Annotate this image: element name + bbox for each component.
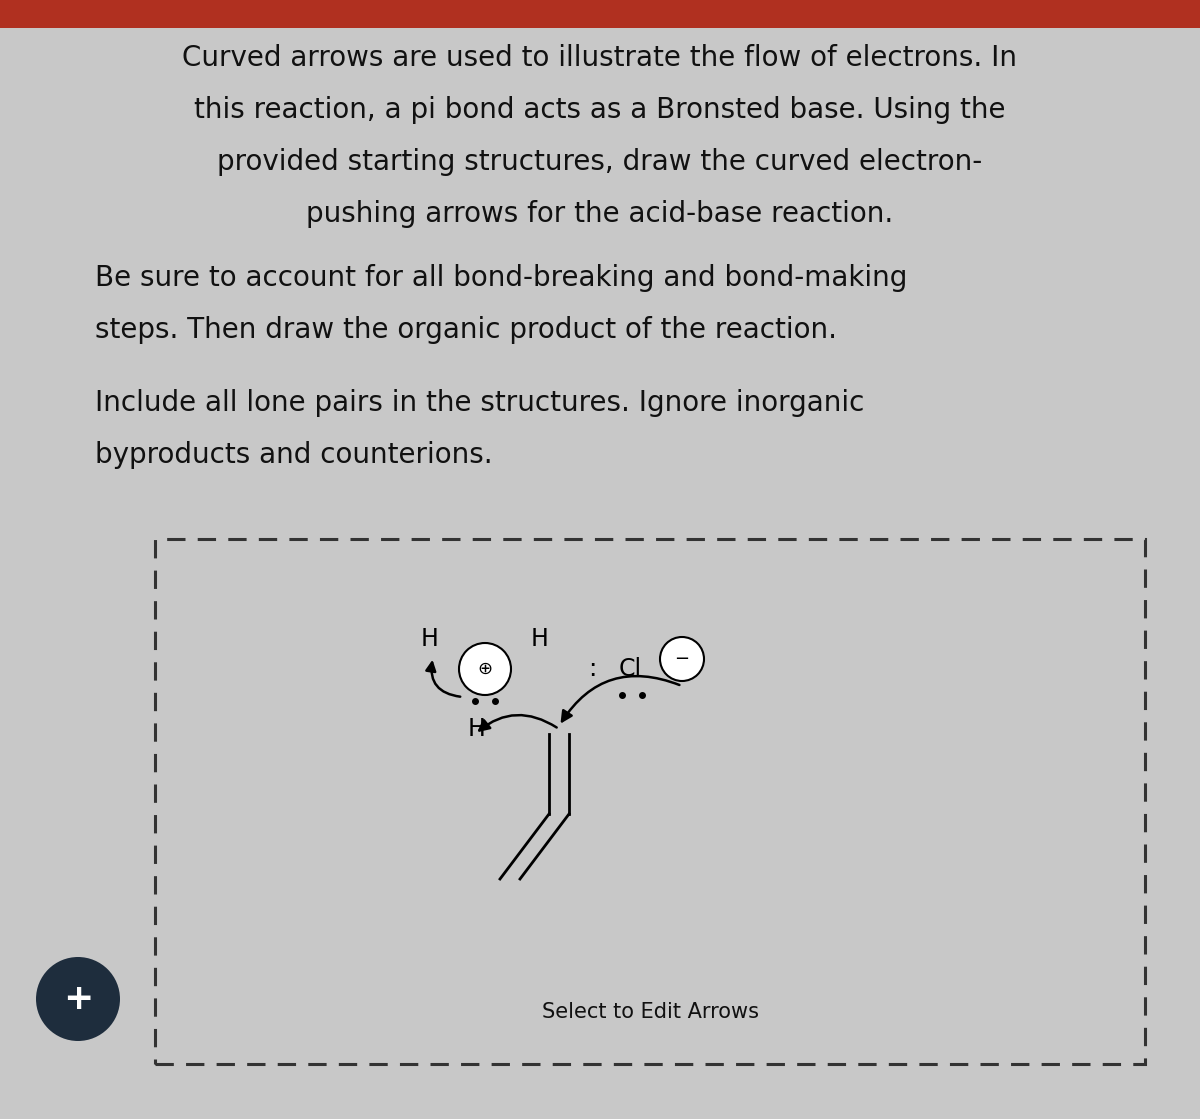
Bar bbox=[0, 0, 1200, 28]
Text: Cl: Cl bbox=[618, 657, 642, 681]
Bar bbox=[155, 539, 1145, 1064]
Text: Select to Edit Arrows: Select to Edit Arrows bbox=[541, 1002, 758, 1022]
Text: H: H bbox=[421, 627, 439, 651]
FancyArrowPatch shape bbox=[426, 662, 461, 697]
Text: ⊕: ⊕ bbox=[478, 660, 492, 678]
FancyArrowPatch shape bbox=[479, 715, 557, 731]
Text: provided starting structures, draw the curved electron-: provided starting structures, draw the c… bbox=[217, 148, 983, 176]
FancyArrowPatch shape bbox=[562, 676, 679, 722]
Text: byproducts and counterions.: byproducts and counterions. bbox=[95, 441, 493, 469]
Text: Include all lone pairs in the structures. Ignore inorganic: Include all lone pairs in the structures… bbox=[95, 389, 864, 417]
Text: H: H bbox=[532, 627, 548, 651]
Text: Be sure to account for all bond-breaking and bond-making: Be sure to account for all bond-breaking… bbox=[95, 264, 907, 292]
Text: pushing arrows for the acid-base reaction.: pushing arrows for the acid-base reactio… bbox=[306, 200, 894, 228]
Text: :: : bbox=[588, 657, 596, 681]
Text: Curved arrows are used to illustrate the flow of electrons. In: Curved arrows are used to illustrate the… bbox=[182, 44, 1018, 72]
Text: H: H bbox=[468, 717, 486, 741]
Text: this reaction, a pi bond acts as a Bronsted base. Using the: this reaction, a pi bond acts as a Brons… bbox=[194, 96, 1006, 124]
Text: +: + bbox=[62, 982, 94, 1016]
Circle shape bbox=[36, 957, 120, 1041]
Circle shape bbox=[660, 637, 704, 681]
Text: steps. Then draw the organic product of the reaction.: steps. Then draw the organic product of … bbox=[95, 316, 838, 344]
Circle shape bbox=[458, 643, 511, 695]
Text: −: − bbox=[674, 650, 690, 668]
